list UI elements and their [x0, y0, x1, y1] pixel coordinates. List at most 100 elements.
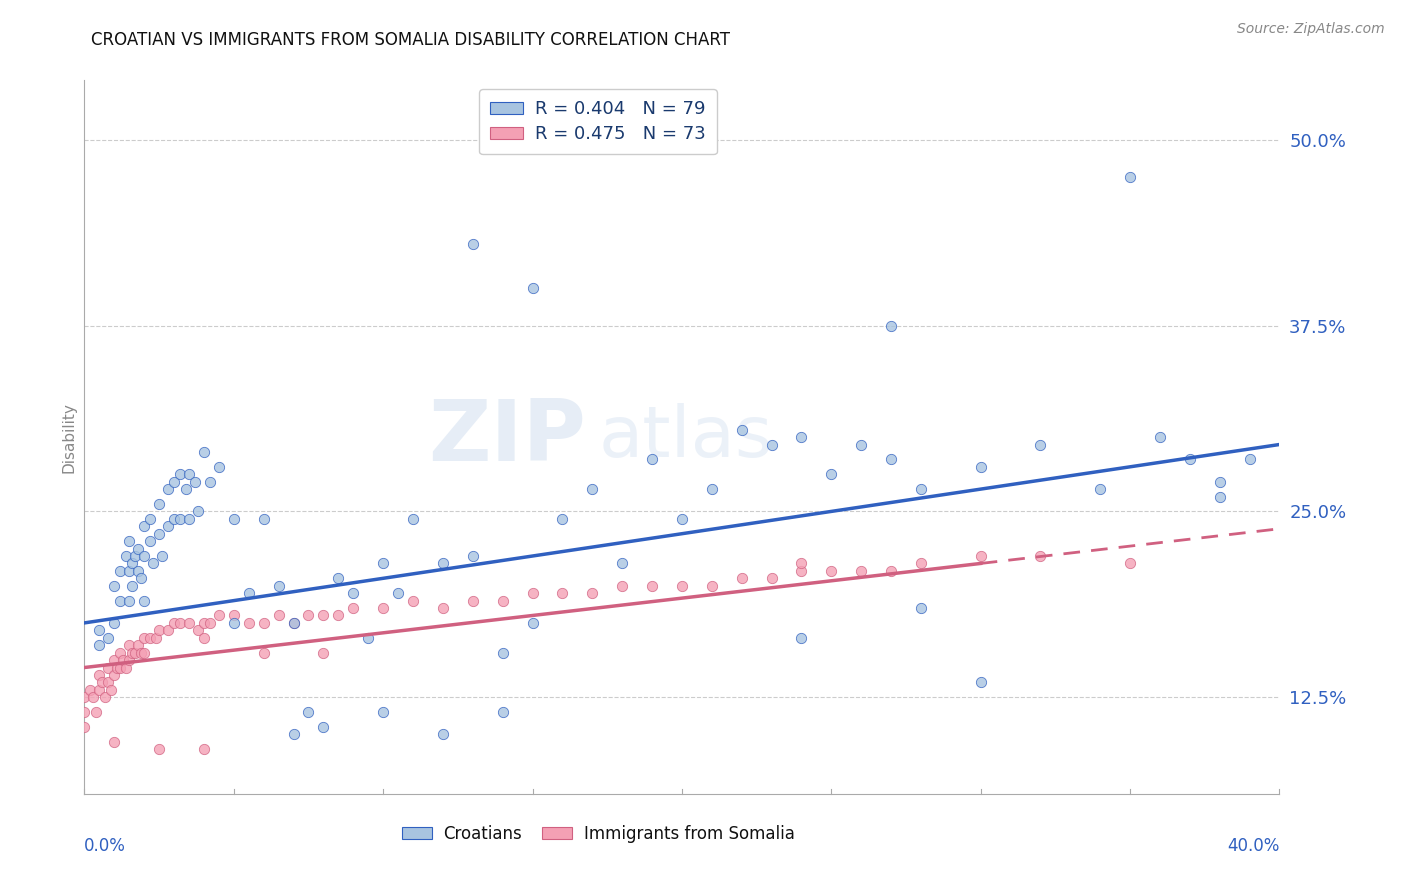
Point — [110, 564, 132, 578]
Point — [193, 445, 215, 459]
Legend: Croatians, Immigrants from Somalia: Croatians, Immigrants from Somalia — [395, 819, 801, 850]
Point — [432, 557, 454, 571]
Point — [121, 646, 143, 660]
Point — [387, 586, 409, 600]
Point — [193, 742, 215, 756]
Point — [150, 549, 173, 563]
Point — [118, 638, 141, 652]
Point — [132, 631, 156, 645]
Point — [145, 631, 167, 645]
Point — [198, 615, 221, 630]
Point — [522, 615, 544, 630]
Point — [910, 601, 932, 615]
Point — [283, 615, 305, 630]
Point — [1149, 430, 1171, 444]
Point — [174, 482, 197, 496]
Point — [551, 586, 574, 600]
Point — [880, 452, 903, 467]
Point — [193, 615, 215, 630]
Point — [89, 638, 111, 652]
Point — [461, 549, 484, 563]
Point — [253, 646, 276, 660]
Point — [731, 571, 754, 585]
Point — [731, 423, 754, 437]
Point — [127, 564, 149, 578]
Point — [91, 675, 114, 690]
Point — [312, 608, 335, 623]
Point — [73, 690, 96, 705]
Point — [73, 720, 96, 734]
Point — [208, 459, 231, 474]
Point — [121, 557, 143, 571]
Point — [970, 459, 993, 474]
Point — [163, 512, 186, 526]
Point — [222, 512, 245, 526]
Point — [103, 653, 125, 667]
Point — [880, 318, 903, 333]
Point — [169, 615, 191, 630]
Point — [89, 624, 111, 638]
Point — [110, 646, 132, 660]
Point — [373, 705, 395, 719]
Point — [208, 608, 231, 623]
Point — [283, 727, 305, 741]
Point — [148, 497, 170, 511]
Point — [115, 549, 138, 563]
Point — [671, 512, 693, 526]
Point — [105, 660, 128, 674]
Text: CROATIAN VS IMMIGRANTS FROM SOMALIA DISABILITY CORRELATION CHART: CROATIAN VS IMMIGRANTS FROM SOMALIA DISA… — [91, 31, 730, 49]
Point — [79, 682, 101, 697]
Point — [1178, 452, 1201, 467]
Point — [970, 549, 993, 563]
Point — [283, 615, 305, 630]
Point — [115, 660, 138, 674]
Point — [103, 615, 125, 630]
Point — [342, 586, 364, 600]
Point — [132, 519, 156, 533]
Point — [129, 571, 152, 585]
Point — [1029, 437, 1052, 451]
Point — [492, 705, 515, 719]
Point — [157, 482, 180, 496]
Point — [73, 705, 96, 719]
Point — [222, 615, 245, 630]
Point — [402, 512, 425, 526]
Text: atlas: atlas — [599, 402, 773, 472]
Point — [328, 571, 350, 585]
Point — [82, 690, 104, 705]
Point — [103, 735, 125, 749]
Point — [551, 512, 574, 526]
Point — [641, 579, 664, 593]
Point — [342, 601, 364, 615]
Point — [132, 593, 156, 607]
Point — [297, 705, 319, 719]
Point — [1029, 549, 1052, 563]
Point — [851, 564, 873, 578]
Point — [148, 742, 170, 756]
Point — [328, 608, 350, 623]
Point — [461, 593, 484, 607]
Point — [94, 690, 117, 705]
Point — [402, 593, 425, 607]
Point — [700, 579, 723, 593]
Point — [110, 593, 132, 607]
Point — [253, 615, 276, 630]
Point — [461, 236, 484, 251]
Point — [1209, 490, 1232, 504]
Point — [157, 519, 180, 533]
Point — [432, 727, 454, 741]
Point — [970, 675, 993, 690]
Point — [253, 512, 276, 526]
Point — [118, 593, 141, 607]
Point — [163, 475, 186, 489]
Point — [169, 512, 191, 526]
Point — [1119, 169, 1142, 184]
Point — [118, 534, 141, 549]
Point — [177, 512, 200, 526]
Point — [880, 564, 903, 578]
Point — [641, 452, 664, 467]
Point — [312, 720, 335, 734]
Point — [522, 281, 544, 295]
Point — [198, 475, 221, 489]
Point — [132, 549, 156, 563]
